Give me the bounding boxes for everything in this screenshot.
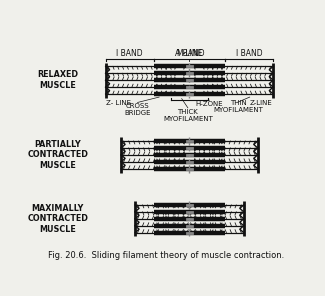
Text: A BAND: A BAND <box>175 49 204 57</box>
Text: Z-LINE: Z-LINE <box>250 100 272 106</box>
Text: THICK
MYOFILAMENT: THICK MYOFILAMENT <box>163 109 213 122</box>
Text: M-LINE: M-LINE <box>176 49 202 57</box>
Text: Z- LINE: Z- LINE <box>107 100 132 106</box>
Text: Fig. 20.6.  Sliding filament theory of muscle contraction.: Fig. 20.6. Sliding filament theory of mu… <box>48 251 284 260</box>
Text: MAXIMALLY
CONTRACTED
MUSCLE: MAXIMALLY CONTRACTED MUSCLE <box>27 204 88 234</box>
Text: CROSS
BRIDGE: CROSS BRIDGE <box>124 103 151 116</box>
Text: PARTIALLY
CONTRACTED
MUSCLE: PARTIALLY CONTRACTED MUSCLE <box>27 140 88 170</box>
Text: THIN
MYOFILAMENT: THIN MYOFILAMENT <box>213 100 263 113</box>
Text: I BAND: I BAND <box>236 49 262 57</box>
Text: RELAXED
MUSCLE: RELAXED MUSCLE <box>37 70 78 90</box>
Text: I BAND: I BAND <box>116 49 143 57</box>
Text: H-ZONE: H-ZONE <box>196 101 223 107</box>
